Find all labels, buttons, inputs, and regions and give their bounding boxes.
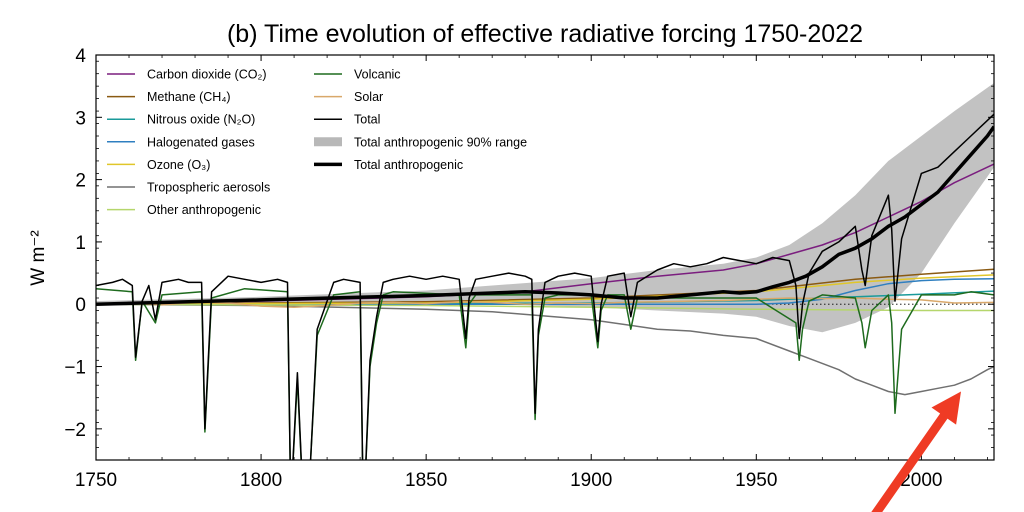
series-volcanic: [96, 287, 994, 460]
plot-area: [96, 83, 994, 460]
x-tick-label: 2000: [900, 470, 942, 491]
x-tick-label: 1850: [405, 470, 447, 491]
series-total-anthropogenic: [96, 125, 994, 306]
y-tick-label: 1: [75, 233, 86, 254]
x-tick-label: 1800: [240, 470, 282, 491]
legend-label-halogenated-gases: Halogenated gases: [147, 135, 255, 149]
y-tick-label: 2: [75, 171, 86, 192]
x-tick-label: 1750: [75, 470, 117, 491]
legend-label-total-anthropogenic-90-range: Total anthropogenic 90% range: [354, 135, 527, 149]
legend-label-other-anthropogenic: Other anthropogenic: [147, 203, 261, 217]
annotation: [871, 391, 961, 512]
annotation-arrow-shaft: [871, 411, 949, 512]
legend-label-total-anthropogenic: Total anthropogenic: [354, 158, 463, 172]
legend-label-tropospheric-aerosols: Tropospheric aerosols: [147, 181, 270, 195]
x-tick-label: 1900: [570, 470, 612, 491]
legend-label-ozone-o: Ozone (O₃): [147, 158, 210, 172]
legend: Carbon dioxide (CO₂) Methane (CH₄) Nitrous…: [107, 68, 527, 217]
annotation-arrow-head: [931, 391, 961, 425]
series-halogenated-gases: [96, 277, 994, 305]
band-total-anthropogenic-90pct: [96, 83, 994, 333]
y-tick-label: 4: [75, 46, 86, 67]
legend-label-total: Total: [354, 113, 380, 127]
series-other-anthropogenic: [96, 303, 994, 312]
series-total: [96, 113, 994, 460]
chart-title: (b) Time evolution of effective radiativ…: [227, 20, 863, 48]
x-tick-label: 1950: [735, 470, 777, 491]
plot-frame: [95, 54, 995, 461]
legend-label-volcanic: Volcanic: [354, 68, 401, 82]
series-tropospheric-aerosols: [96, 303, 994, 396]
y-axis-label: W m⁻²: [28, 230, 49, 285]
y-tick-label: −2: [64, 420, 86, 441]
legend-label-methane-ch: Methane (CH₄): [147, 90, 231, 104]
legend-label-nitrous-oxide-n-o: Nitrous oxide (N₂O): [147, 113, 255, 127]
y-tick-label: −1: [64, 358, 86, 379]
y-tick-label: 0: [75, 295, 86, 316]
axes: 1750 1800 1850 1900 1950 2000 −2 −1 0 1 2 3 4: [64, 46, 994, 491]
legend-label-carbon-dioxide-co: Carbon dioxide (CO₂): [147, 68, 266, 82]
y-tick-label: 3: [75, 108, 86, 129]
legend-label-solar: Solar: [354, 90, 383, 104]
